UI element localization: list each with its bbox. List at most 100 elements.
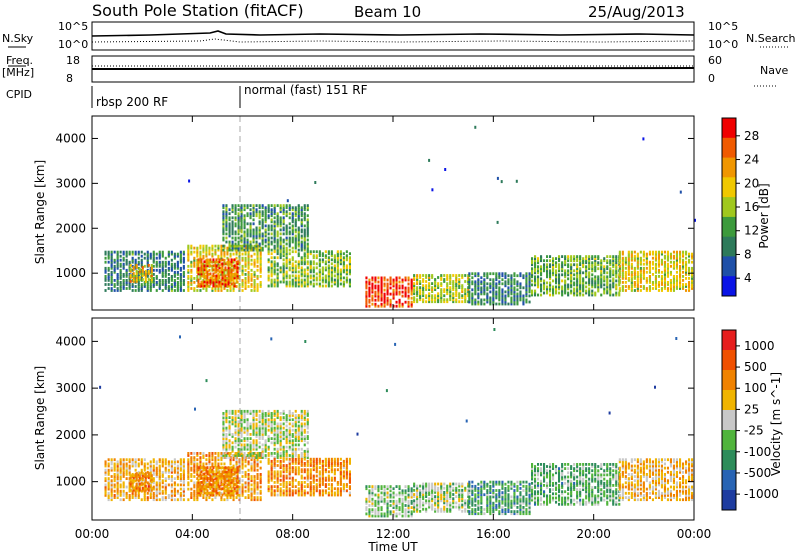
echo-cell [232, 237, 234, 240]
echo-cell [153, 265, 155, 268]
echo-cell [209, 277, 211, 280]
echo-cell [301, 229, 303, 232]
echo-cell [142, 483, 144, 486]
echo-cell [190, 488, 192, 491]
echo-cell [147, 281, 149, 284]
echo-cell [147, 496, 149, 499]
echo-cell [168, 285, 170, 288]
echo-cell [242, 265, 244, 268]
echo-cell [413, 274, 415, 277]
echo-cell [649, 251, 651, 254]
echo-cell [248, 469, 250, 472]
echo-cell [301, 218, 303, 221]
echo-cell [117, 251, 119, 254]
echo-cell [199, 245, 201, 248]
echo-cell [271, 241, 273, 244]
echo-cell [298, 454, 300, 457]
echo-cell [168, 475, 170, 478]
echo-cell [331, 250, 333, 253]
echo-cell [177, 277, 179, 280]
echo-cell [138, 463, 140, 466]
echo-cell [174, 271, 176, 274]
echo-cell [399, 277, 401, 280]
echo-cell [135, 285, 137, 288]
echo-cell [135, 469, 137, 472]
echo-cell [343, 277, 345, 280]
echo-cell [301, 423, 303, 426]
echo-cell [105, 267, 107, 270]
echo-cell [670, 253, 672, 256]
echo-cell [196, 275, 198, 278]
echo-cell [218, 492, 220, 495]
echo-cell [260, 496, 262, 499]
echo-cell [567, 255, 569, 258]
echo-cell [126, 492, 128, 495]
echo-cell [114, 251, 116, 254]
cpid-mode-rbsp: rbsp 200 RF [96, 95, 168, 109]
echo-cell [168, 251, 170, 254]
echo-cell [461, 294, 463, 297]
echo-cell [289, 281, 291, 284]
echo-cell [208, 496, 210, 499]
echo-cell [174, 279, 176, 282]
echo-cell [301, 235, 303, 238]
echo-cell [108, 458, 110, 461]
echo-cell [268, 285, 270, 288]
echo-cell [298, 260, 300, 263]
echo-cell [253, 410, 255, 413]
echo-cell [218, 485, 220, 488]
echo-cell [567, 292, 569, 295]
echo-cell [247, 444, 249, 447]
echo-cell [268, 204, 270, 207]
echo-cell [153, 477, 155, 480]
echo-cell [546, 286, 548, 289]
echo-cell [280, 281, 282, 284]
echo-cell [295, 229, 297, 232]
echo-cell [292, 247, 294, 250]
echo-cell [237, 466, 239, 469]
echo-cell [444, 168, 446, 171]
echo-cell [187, 281, 189, 284]
echo-cell [277, 494, 279, 497]
echo-cell [141, 255, 143, 258]
echo-cell [257, 496, 259, 499]
echo-cell [268, 458, 270, 461]
echo-cell [688, 267, 690, 270]
echo-cell [171, 460, 173, 463]
echo-cell [549, 282, 551, 285]
echo-cell [257, 283, 259, 286]
echo-cell [248, 473, 250, 476]
echo-cell [244, 249, 246, 252]
echo-cell [235, 452, 237, 455]
echo-cell [594, 292, 596, 295]
echo-cell [634, 289, 636, 292]
echo-cell [516, 180, 518, 183]
echo-cell [316, 266, 318, 269]
echo-cell [224, 489, 226, 492]
echo-cell [226, 289, 228, 292]
echo-cell [130, 280, 132, 283]
echo-cell [283, 227, 285, 230]
echo-cell [259, 452, 261, 455]
echo-cell [254, 279, 256, 282]
echo-cell [257, 481, 259, 484]
echo-cell [471, 280, 473, 283]
echo-cell [253, 204, 255, 207]
echo-cell [200, 466, 202, 469]
echo-cell [162, 458, 164, 461]
echo-cell [225, 410, 227, 413]
echo-cell [649, 285, 651, 288]
echo-cell [492, 272, 494, 275]
echo-cell [218, 470, 220, 473]
echo-cell [221, 466, 223, 469]
station-title: South Pole Station (fitACF) [92, 1, 304, 20]
echo-cell [603, 265, 605, 268]
echo-cell [211, 452, 213, 455]
echo-cell [682, 283, 684, 286]
echo-cell [537, 294, 539, 297]
echo-cell [156, 289, 158, 292]
echo-cell [402, 285, 404, 288]
echo-cell [271, 485, 273, 488]
echo-cell [292, 256, 294, 259]
